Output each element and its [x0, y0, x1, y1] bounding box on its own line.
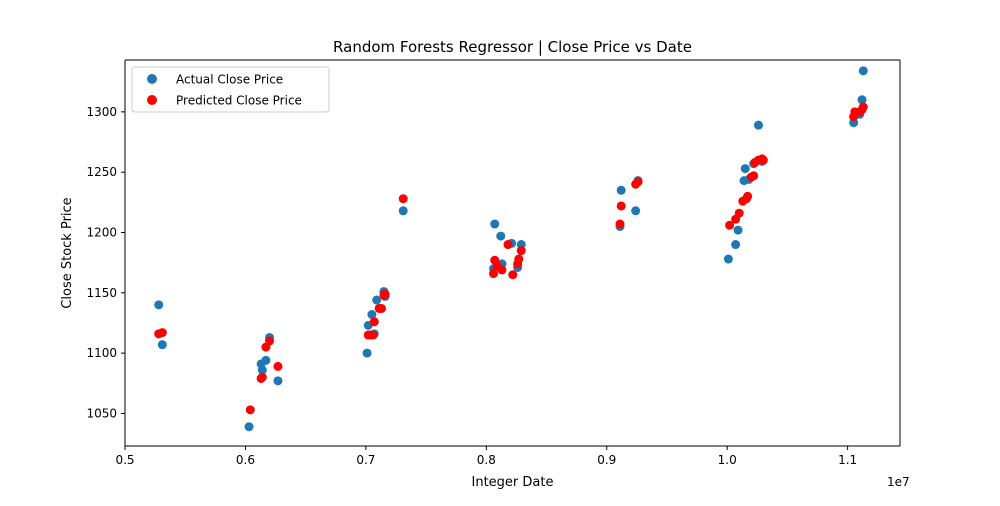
predicted-point — [758, 155, 768, 165]
y-tick-label: 1050 — [86, 406, 117, 420]
predicted-point — [157, 328, 167, 338]
predicted-point — [514, 254, 524, 264]
actual-point — [731, 240, 741, 250]
plot-background — [125, 60, 900, 446]
predicted-point — [369, 317, 379, 327]
x-tick-label: 0.6 — [236, 453, 255, 467]
actual-point — [157, 340, 167, 350]
predicted-point — [858, 102, 868, 112]
actual-point — [616, 185, 626, 195]
predicted-point — [257, 372, 267, 382]
y-tick-label: 1150 — [86, 286, 117, 300]
x-axis-ticks: 0.5 0.6 0.7 0.8 0.9 1.0 1.1 — [115, 446, 857, 467]
x-tick-label: 1.1 — [838, 453, 857, 467]
predicted-point — [615, 219, 625, 229]
actual-point — [261, 355, 271, 365]
predicted-point — [398, 194, 408, 204]
actual-point — [733, 225, 743, 235]
actual-point — [273, 376, 283, 386]
actual-point — [857, 95, 867, 105]
actual-point — [372, 295, 382, 305]
y-tick-label: 1100 — [86, 346, 117, 360]
y-tick-label: 1250 — [86, 165, 117, 179]
y-tick-label: 1200 — [86, 225, 117, 239]
actual-point — [362, 348, 372, 358]
x-tick-label: 0.9 — [597, 453, 616, 467]
predicted-point — [368, 330, 378, 340]
predicted-point — [508, 270, 518, 280]
actual-point — [723, 254, 733, 264]
actual-point — [257, 365, 267, 375]
legend-marker-actual — [147, 74, 157, 84]
actual-point — [398, 206, 408, 216]
x-axis-label: Integer Date — [472, 475, 554, 490]
legend-label-actual: Actual Close Price — [176, 73, 283, 87]
predicted-point — [497, 265, 507, 275]
x-axis-offset-label: 1e7 — [887, 475, 910, 489]
actual-point — [631, 206, 641, 216]
predicted-point — [516, 246, 526, 256]
predicted-point — [616, 201, 626, 211]
actual-point — [858, 66, 868, 76]
actual-point — [740, 164, 750, 174]
predicted-point — [273, 361, 283, 371]
predicted-point — [489, 269, 499, 279]
data-points — [154, 66, 868, 432]
predicted-point — [377, 303, 387, 313]
actual-point — [490, 219, 500, 229]
predicted-point — [503, 240, 513, 250]
predicted-point — [725, 220, 735, 230]
x-tick-label: 0.8 — [477, 453, 496, 467]
legend-box — [131, 66, 330, 113]
y-axis-label: Close Stock Price — [60, 197, 75, 308]
actual-point — [367, 310, 377, 320]
x-tick-label: 0.5 — [115, 453, 134, 467]
actual-point — [154, 300, 164, 310]
legend-marker-predicted — [147, 95, 157, 105]
predicted-point — [749, 171, 759, 181]
plot-area — [125, 60, 900, 446]
predicted-point — [245, 405, 255, 415]
axes-frame — [124, 59, 901, 447]
legend-label-predicted: Predicted Close Price — [176, 94, 302, 108]
y-axis-ticks: 1050 1100 1150 1200 1250 1300 — [86, 105, 125, 420]
x-tick-label: 0.7 — [356, 453, 375, 467]
actual-point — [753, 120, 763, 130]
actual-point — [496, 231, 506, 241]
legend: Actual Close Price Predicted Close Price — [131, 66, 330, 113]
predicted-point — [743, 191, 753, 201]
y-tick-label: 1300 — [86, 105, 117, 119]
x-tick-label: 1.0 — [718, 453, 737, 467]
predicted-point — [265, 336, 275, 346]
predicted-point — [734, 208, 744, 218]
actual-point — [244, 422, 254, 432]
chart-title: Random Forests Regressor | Close Price v… — [333, 38, 692, 56]
predicted-point — [633, 177, 643, 187]
predicted-point — [380, 289, 390, 299]
